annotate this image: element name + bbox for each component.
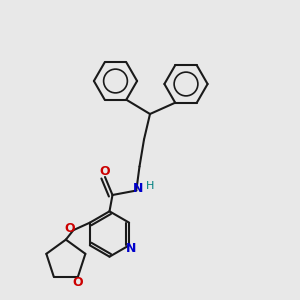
Text: H: H [146,181,154,191]
Text: N: N [133,182,143,196]
Text: O: O [64,222,75,235]
Text: N: N [125,242,136,255]
Text: O: O [100,165,110,178]
Text: O: O [73,276,83,289]
